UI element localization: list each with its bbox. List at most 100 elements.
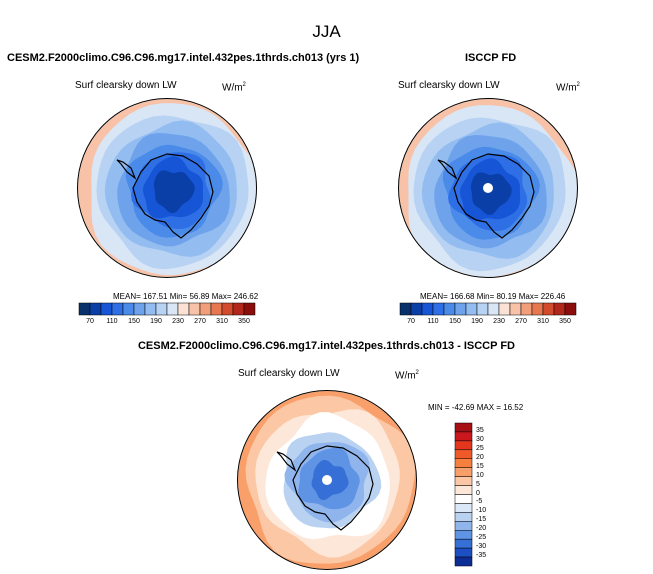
colorbar-swatch [454,521,473,531]
colorbar-swatch [155,302,168,316]
colorbar-tick-label: -5 [476,498,483,506]
colorbar-tick-label: -35 [476,552,487,560]
colorbar-swatch [454,512,473,522]
coastline [276,445,374,531]
colorbar-swatch [399,302,412,316]
colorbar-swatch [421,302,434,316]
stats-obs: MEAN= 166.68 Min= 80.19 Max= 226.46 [420,292,566,301]
colorbar-swatch [454,449,473,459]
colorbar-tick-label: 190 [150,318,162,325]
colorbar-tick-label: 270 [194,318,206,325]
pole-mask [322,475,332,485]
variable-label-diff: Surf clearsky down LW [238,368,340,379]
colorbar-swatch [454,530,473,540]
polar-map-obs [398,98,578,278]
polar-map-diff [237,390,417,570]
colorbar-tick-label: 15 [476,462,484,470]
colorbar-swatch [210,302,223,316]
colorbar-swatch [199,302,212,316]
coastline [437,153,535,239]
colorbar-swatch [454,503,473,513]
colorbar-swatch [454,547,473,558]
colorbar-tick-label: 110 [106,318,118,325]
colorbar-tick-label: 20 [476,453,484,461]
colorbar-swatch [487,302,500,316]
colorbar-tick-label: 310 [537,318,549,325]
colorbar-swatch [454,538,473,549]
colorbar-obs [399,302,577,316]
colorbar-tick-label: 310 [216,318,228,325]
colorbar-swatch [454,302,467,316]
colorbar-swatch [553,302,566,316]
variable-label-model: Surf clearsky down LW [75,80,177,91]
colorbar-swatch [243,302,256,316]
colorbar-tick-label: -10 [476,507,487,515]
season-title: JJA [312,22,341,41]
colorbar-swatch [454,485,473,495]
colorbar-swatch [498,302,511,316]
units-label-obs: W/m2 [556,82,580,94]
colorbar-swatch [564,302,577,316]
colorbar-tick-label: 70 [407,318,415,325]
panel-title-diff: CESM2.F2000climo.C96.C96.mg17.intel.432p… [137,340,515,352]
coastline [116,153,214,239]
colorbar-tick-label: 110 [427,318,439,325]
colorbar-swatch [100,302,113,316]
colorbar-tick-label: 190 [471,318,483,325]
map-border [398,98,578,278]
stats-diff: MIN = -42.69 MAX = 16.52 [428,403,524,412]
colorbar-swatch [465,302,478,316]
colorbar-tick-label: 0 [476,489,480,497]
colorbar-diff [454,422,473,567]
colorbar-tick-label: 350 [238,318,250,325]
stats-model: MEAN= 167.51 Min= 56.89 Max= 246.62 [113,292,259,301]
variable-label-obs: Surf clearsky down LW [398,80,500,91]
colorbar-tick-label: -20 [476,525,487,533]
colorbar-tick-label: 35 [476,426,484,434]
colorbar-tick-label: 5 [476,480,480,488]
colorbar-tick-label: 25 [476,444,484,452]
colorbar-tick-label: 150 [449,318,461,325]
colorbar-swatch [443,302,456,316]
panel-title-model: CESM2.F2000climo.C96.C96.mg17.intel.432p… [7,52,360,64]
colorbar-swatch [542,302,555,316]
colorbar-swatch [111,302,124,316]
colorbar-swatch [188,302,201,316]
colorbar-tick-label: -30 [476,543,487,551]
polar-map-model [77,98,257,278]
colorbar-tick-label: 350 [559,318,571,325]
colorbar-swatch [454,458,473,468]
colorbar-swatch [454,431,473,442]
colorbar-swatch [454,494,473,504]
colorbar-model [78,302,256,316]
colorbar-swatch [509,302,522,316]
pole-mask [483,183,493,193]
colorbar-swatch [531,302,544,316]
colorbar-tick-label: 70 [86,318,94,325]
colorbar-swatch [432,302,445,316]
colorbar-swatch [177,302,190,316]
colorbar-swatch [78,302,91,316]
colorbar-swatch [232,302,245,316]
colorbar-swatch [133,302,146,316]
colorbar-swatch [89,302,102,316]
colorbar-tick-label: 30 [476,435,484,443]
colorbar-swatch [454,476,473,486]
colorbar-tick-label: 270 [515,318,527,325]
colorbar-swatch [454,422,473,433]
map-border [77,98,257,278]
colorbar-swatch [166,302,179,316]
map-border [237,390,417,570]
colorbar-swatch [476,302,489,316]
colorbar-swatch [454,556,473,567]
units-label-diff: W/m2 [395,370,419,382]
colorbar-tick-label: 150 [128,318,140,325]
colorbar-tick-label: 10 [476,471,484,479]
contour-band-7 [153,170,195,214]
colorbar-swatch [454,440,473,451]
colorbar-tick-label: -15 [476,516,487,524]
colorbar-tick-label: -25 [476,534,487,542]
colorbar-swatch [221,302,234,316]
colorbar-swatch [144,302,157,316]
panel-title-obs: ISCCP FD [465,52,517,64]
